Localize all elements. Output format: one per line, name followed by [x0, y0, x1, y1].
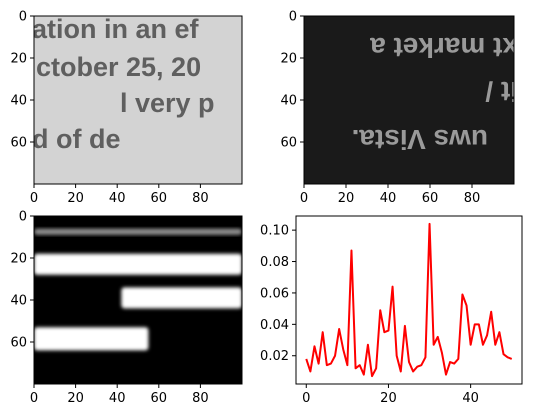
image-text-line: uws Vista.: [352, 124, 488, 155]
y-tick-label: 0.06: [260, 286, 289, 301]
x-tick-label: 20: [338, 191, 355, 206]
x-tick-label: 60: [422, 191, 439, 206]
y-tick-label: 0.08: [260, 255, 289, 270]
image-bands: [34, 228, 242, 351]
y-tick-label: 20: [10, 52, 27, 67]
y-tick-label: 40: [10, 94, 27, 109]
image-band: [121, 287, 242, 309]
panel-bottom-left: 0 20 40 60 80 0 20 40 60: [10, 210, 243, 407]
x-tick-label: 60: [151, 391, 168, 406]
x-tick-label: 60: [151, 191, 168, 206]
y-tick-label: 60: [10, 336, 27, 351]
axis-ticks: 0 20 40 60 80 0 20 40 60: [10, 210, 208, 407]
image-top-left-background: [34, 16, 242, 184]
series-line: [305, 222, 513, 378]
x-tick-label: 0: [302, 391, 310, 406]
y-tick-label: 0.02: [260, 349, 289, 364]
image-band: [34, 327, 149, 351]
y-tick-label: 0: [289, 10, 297, 25]
image-text-line: ctober 25, 20: [36, 52, 201, 82]
x-tick-label: 20: [67, 191, 84, 206]
axis-ticks: 0 20 40 0.02 0.04 0.06 0.08 0.10: [260, 224, 479, 406]
y-tick-label: 20: [280, 52, 297, 67]
panel-top-right: xt market a it / uws Vista. 0 20 40 60 80 0 20…: [280, 10, 518, 207]
x-tick-label: 80: [464, 191, 481, 206]
axes-frame: [295, 215, 523, 385]
y-tick-label: 0: [19, 10, 27, 25]
y-tick-label: 40: [10, 294, 27, 309]
image-text-line: xt market a: [370, 32, 518, 63]
axis-ticks: 0 20 40 60 80 0 20 40 60: [10, 10, 208, 207]
y-tick-label: 60: [280, 136, 297, 151]
y-tick-label: 0.10: [260, 224, 289, 239]
x-tick-label: 20: [67, 391, 84, 406]
image-text-line: ation in an ef: [32, 14, 200, 44]
y-tick-label: 60: [10, 136, 27, 151]
panel-top-left: ation in an ef ctober 25, 20 l very p d …: [10, 10, 243, 207]
x-tick-label: 0: [30, 191, 38, 206]
image-band: [34, 228, 242, 235]
y-tick-label: 40: [280, 94, 297, 109]
y-tick-label: 20: [10, 252, 27, 267]
y-tick-label: 0: [19, 210, 27, 225]
x-tick-label: 20: [380, 391, 397, 406]
axis-ticks: 0 20 40 60 80 0 20 40 60: [280, 10, 480, 207]
x-tick-label: 0: [300, 191, 308, 206]
image-band: [34, 253, 242, 275]
x-tick-label: 40: [109, 391, 126, 406]
x-tick-label: 40: [462, 391, 479, 406]
image-top-right-background: [304, 16, 514, 184]
image-text-line: d of de: [32, 124, 121, 154]
y-tick-label: 0.04: [260, 318, 289, 333]
panel-bottom-right: 0 20 40 0.02 0.04 0.06 0.08 0.10: [260, 215, 523, 406]
x-tick-label: 40: [380, 191, 397, 206]
x-tick-label: 40: [109, 191, 126, 206]
image-text-line: it /: [485, 76, 518, 107]
x-tick-label: 0: [30, 391, 38, 406]
x-tick-label: 80: [192, 391, 209, 406]
image-text-line: l very p: [120, 88, 215, 118]
x-tick-label: 80: [192, 191, 209, 206]
